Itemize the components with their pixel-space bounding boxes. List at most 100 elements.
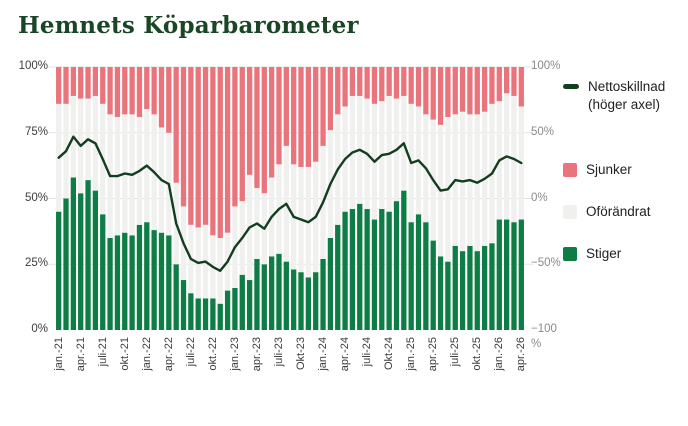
bar-segment-sjunker-aug-23[interactable]: [283, 67, 289, 146]
bar-segment-stiger-jun-25[interactable]: [445, 261, 451, 330]
bar-segment-stiger-feb-21[interactable]: [63, 198, 69, 331]
bar-segment-sjunker-jun-25[interactable]: [445, 67, 451, 117]
bar-segment-stiger-apr-22[interactable]: [166, 235, 172, 330]
bar-segment-stiger-jun-22[interactable]: [180, 280, 187, 330]
bar-segment-sjunker-juli-22[interactable]: [188, 67, 194, 225]
bar-segment-stiger-jan-22[interactable]: [144, 222, 150, 330]
bar-segment-stiger-apr-21[interactable]: [78, 193, 84, 330]
bar-segment-stiger-mar-24[interactable]: [335, 224, 341, 330]
bar-segment-stiger-maj-24[interactable]: [349, 209, 356, 330]
bar-segment-sjunker-mar-22[interactable]: [158, 67, 165, 128]
bar-segment-sjunker-sep-24[interactable]: [379, 67, 385, 102]
bar-segment-sjunker-mar-25[interactable]: [423, 67, 429, 115]
bar-segment-stiger-mar-21[interactable]: [70, 177, 77, 330]
bar-segment-sjunker-jun-21[interactable]: [92, 67, 99, 96]
bar-segment-stiger-dec-24[interactable]: [401, 190, 407, 330]
bar-segment-sjunker-okt-21[interactable]: [122, 67, 128, 115]
bar-segment-stiger-nov-24[interactable]: [393, 201, 400, 330]
bar-segment-sjunker-juli-21[interactable]: [100, 67, 106, 104]
bar-segment-stiger-feb-22[interactable]: [151, 230, 157, 330]
bar-segment-sjunker-mar-21[interactable]: [70, 67, 77, 96]
bar-segment-stiger-feb-26[interactable]: [504, 219, 510, 330]
bar-segment-sjunker-dec-24[interactable]: [401, 67, 407, 96]
bar-segment-stiger-apr-23[interactable]: [254, 258, 260, 330]
bar-segment-sjunker-apr-25[interactable]: [430, 67, 436, 120]
bar-segment-sjunker-mar-24[interactable]: [335, 67, 341, 115]
bar-segment-stiger-dec-23[interactable]: [313, 272, 319, 330]
legend-item-oforandrat[interactable]: Oförändrat: [563, 203, 651, 221]
bar-segment-sjunker-feb-23[interactable]: [239, 67, 245, 202]
bar-segment-sjunker-dec-22[interactable]: [224, 67, 231, 233]
bar-segment-stiger-feb-23[interactable]: [239, 274, 245, 330]
bar-segment-sjunker-juli-25[interactable]: [452, 67, 458, 115]
bar-segment-sjunker-jan-21[interactable]: [56, 67, 62, 104]
bar-segment-stiger-feb-25[interactable]: [415, 214, 422, 330]
bar-segment-stiger-jan-24[interactable]: [320, 258, 326, 330]
bar-segment-stiger-feb-24[interactable]: [327, 237, 334, 330]
bar-segment-stiger-aug-25[interactable]: [459, 251, 466, 330]
bar-segment-sjunker-nov-22[interactable]: [217, 67, 223, 238]
legend-item-nettoskillnad[interactable]: Nettoskillnad (höger axel): [563, 78, 685, 113]
bar-segment-sjunker-nov-21[interactable]: [129, 67, 135, 115]
bar-segment-sjunker-apr-26[interactable]: [518, 67, 524, 107]
legend-item-stiger[interactable]: Stiger: [563, 245, 621, 263]
bar-segment-stiger-jun-23[interactable]: [269, 256, 275, 330]
bar-segment-stiger-sep-23[interactable]: [291, 269, 297, 330]
bar-segment-sjunker-okt-22[interactable]: [210, 67, 216, 236]
bar-segment-sjunker-dec-23[interactable]: [313, 67, 319, 162]
bar-segment-sjunker-aug-22[interactable]: [195, 67, 201, 228]
bar-segment-sjunker-mar-26[interactable]: [511, 67, 517, 96]
bar-segment-sjunker-jun-22[interactable]: [180, 67, 187, 207]
bar-segment-stiger-jan-23[interactable]: [232, 287, 238, 330]
bar-segment-sjunker-jan-26[interactable]: [496, 67, 502, 102]
bar-segment-stiger-mar-22[interactable]: [158, 232, 165, 330]
bar-segment-stiger-aug-22[interactable]: [195, 298, 201, 330]
bar-segment-stiger-apr-25[interactable]: [430, 240, 436, 330]
bar-segment-stiger-juli-22[interactable]: [188, 293, 194, 330]
bar-segment-stiger-maj-25[interactable]: [437, 256, 444, 330]
bar-segment-sjunker-feb-24[interactable]: [327, 67, 334, 131]
bar-segment-sjunker-sep-23[interactable]: [291, 67, 297, 165]
bar-segment-sjunker-dec-21[interactable]: [136, 67, 143, 117]
bar-segment-sjunker-jun-23[interactable]: [269, 67, 275, 178]
bar-segment-stiger-dec-25[interactable]: [489, 243, 495, 330]
bar-segment-sjunker-juli-23[interactable]: [276, 67, 282, 165]
bar-segment-stiger-jun-21[interactable]: [92, 190, 99, 330]
bar-segment-sjunker-maj-21[interactable]: [85, 67, 91, 99]
bar-segment-sjunker-jan-24[interactable]: [320, 67, 326, 146]
bar-segment-stiger-okt-22[interactable]: [210, 298, 216, 330]
bar-segment-stiger-sep-22[interactable]: [202, 298, 209, 330]
bar-segment-sjunker-nov-23[interactable]: [305, 67, 312, 167]
bar-segment-stiger-jun-24[interactable]: [357, 203, 363, 330]
bar-segment-sjunker-okt-25[interactable]: [474, 67, 480, 115]
bar-segment-sjunker-sep-25[interactable]: [467, 67, 473, 115]
bar-segment-sjunker-aug-21[interactable]: [107, 67, 113, 115]
bar-segment-stiger-jan-25[interactable]: [408, 222, 414, 330]
bar-segment-sjunker-maj-24[interactable]: [349, 67, 356, 96]
bar-segment-sjunker-sep-22[interactable]: [202, 67, 209, 225]
bar-segment-sjunker-juli-24[interactable]: [364, 67, 370, 99]
bar-segment-stiger-jan-21[interactable]: [56, 211, 62, 330]
bar-segment-sjunker-sep-21[interactable]: [114, 67, 121, 117]
bar-segment-sjunker-jan-25[interactable]: [408, 67, 414, 104]
bar-segment-stiger-dec-21[interactable]: [136, 224, 143, 330]
bar-segment-stiger-apr-26[interactable]: [518, 219, 524, 330]
bar-segment-sjunker-feb-25[interactable]: [415, 67, 422, 107]
bar-segment-stiger-nov-21[interactable]: [129, 235, 135, 330]
bar-segment-sjunker-feb-22[interactable]: [151, 67, 157, 115]
bar-segment-sjunker-feb-26[interactable]: [504, 67, 510, 94]
bar-segment-stiger-okt-23[interactable]: [298, 272, 304, 330]
bar-segment-stiger-okt-21[interactable]: [122, 232, 128, 330]
bar-segment-stiger-nov-25[interactable]: [481, 245, 488, 330]
bar-segment-stiger-aug-21[interactable]: [107, 237, 113, 330]
legend-item-sjunker[interactable]: Sjunker: [563, 161, 632, 179]
bar-segment-stiger-maj-22[interactable]: [173, 264, 179, 330]
bar-segment-sjunker-maj-25[interactable]: [437, 67, 444, 125]
bar-segment-stiger-mar-26[interactable]: [511, 222, 517, 330]
bar-segment-sjunker-okt-23[interactable]: [298, 67, 304, 167]
bar-segment-stiger-sep-24[interactable]: [379, 209, 385, 330]
bar-segment-sjunker-apr-24[interactable]: [342, 67, 348, 107]
bar-segment-stiger-sep-25[interactable]: [467, 245, 473, 330]
bar-segment-stiger-juli-23[interactable]: [276, 253, 282, 330]
bar-segment-sjunker-jun-24[interactable]: [357, 67, 363, 96]
